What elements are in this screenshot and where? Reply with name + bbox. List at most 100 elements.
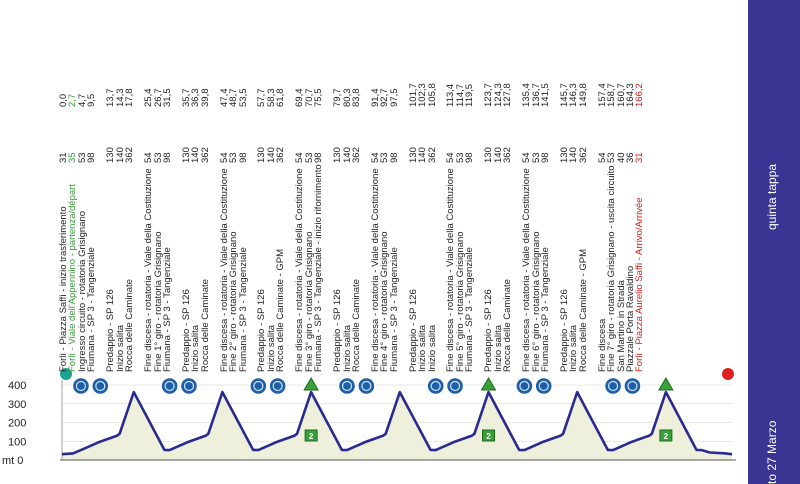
route-km: 149,8 — [577, 83, 589, 107]
route-km: 158,7 — [606, 83, 618, 107]
route-desc: Rocca delle Caminate — [350, 279, 362, 372]
route-alt: 31 — [634, 152, 646, 163]
route-alt: 362 — [275, 147, 287, 163]
sprint-icon-inner — [95, 380, 106, 392]
y-tick-label: 200 — [8, 418, 26, 430]
route-alt: 362 — [124, 147, 136, 163]
route-alt: 98 — [161, 152, 173, 163]
gpm-category-badge — [304, 429, 318, 442]
route-km: 61,8 — [275, 88, 287, 108]
sprint-icon — [337, 376, 357, 396]
gpm-triangle-icon — [480, 377, 497, 391]
stage-date: to 27 Marzo — [765, 420, 779, 484]
route-desc: Rocca delle Caminate — [199, 279, 211, 372]
sprint-icon-inner — [75, 380, 87, 392]
altimetry-profile: 400 300 200 100 mt 0 2 2 2 — [2, 368, 736, 467]
route-alt: 362 — [350, 147, 362, 163]
profile-area — [62, 392, 732, 460]
sprint-icon — [445, 376, 465, 396]
route-km: 9,5 — [86, 93, 98, 107]
finish-dot-icon — [722, 368, 734, 380]
route-desc: Fiumana - SP 3 - Tangenziale — [161, 247, 173, 372]
sprint-icon — [179, 376, 199, 396]
route-km: 135,4 — [521, 83, 533, 107]
sprint-icon-inner — [449, 380, 461, 392]
route-km: 97,5 — [388, 88, 400, 108]
route-km: 25,4 — [143, 88, 155, 108]
route-desc: Rocca delle Caminate — [124, 279, 136, 372]
y-tick-label: 300 — [8, 399, 26, 411]
sprint-icon-inner — [361, 380, 372, 392]
route-alt: 98 — [86, 152, 98, 163]
route-desc: Rocca delle Caminate - GPM — [275, 248, 287, 372]
sprint-icon-inner — [627, 380, 638, 392]
route-alt: 53 — [228, 152, 240, 163]
sprint-icon — [534, 376, 553, 396]
gpm-category-badge — [659, 429, 673, 442]
sprint-icon-inner — [183, 380, 195, 392]
sprint-icon — [249, 376, 268, 396]
route-alt: 54 — [521, 152, 533, 163]
route-desc: Fine 2° giro - rotatoria Grisignano — [228, 231, 240, 372]
stage-label: quinta tappa — [765, 163, 779, 230]
route-alt: 130 — [332, 147, 344, 163]
y-tick-label: 400 — [8, 380, 26, 392]
sprint-icon — [623, 376, 642, 396]
route-alt: 98 — [539, 152, 551, 163]
route-desc: Fiumana - SP 3 - Tangenziale — [464, 247, 476, 372]
stage-band: quinta tappa to 27 Marzo — [748, 0, 800, 484]
route-desc: Fine discesa - rotatoria - Viale della C… — [143, 168, 155, 372]
route-desc: Fine 7° giro - rotatoria Grisignano - us… — [606, 165, 618, 372]
route-km: 141,5 — [539, 83, 551, 107]
sprint-icon-inner — [430, 380, 441, 392]
sprint-icon-inner — [607, 380, 619, 392]
sprint-icon — [160, 376, 179, 396]
route-desc: Predappio - SP 126 — [332, 289, 344, 372]
route-km: 79,7 — [332, 88, 344, 108]
route-desc: Fiumana - SP 3 - Tangenziale - inizio ri… — [313, 164, 325, 372]
route-desc: Inizio salita — [417, 325, 429, 372]
route-desc: Fiumana - SP 3 - Tangenziale — [388, 247, 400, 372]
route-km: 166,2 — [634, 83, 646, 107]
route-km: 119,5 — [464, 83, 476, 107]
y-tick-label: mt 0 — [2, 455, 23, 467]
sprint-icon-inner — [538, 380, 549, 392]
sprint-icon — [603, 376, 623, 396]
sprint-icon — [268, 376, 287, 396]
sprint-icon — [426, 376, 445, 396]
route-desc: Fiumana - SP 3 - Tangenziale — [86, 247, 98, 372]
sprint-icon-inner — [253, 380, 264, 392]
sprint-icon — [357, 376, 376, 396]
route-km: 48,7 — [228, 88, 240, 108]
route-alt: 362 — [577, 147, 589, 163]
start-dot-icon — [60, 368, 72, 380]
gpm-category-label: 2 — [309, 432, 314, 441]
route-alt: 140 — [417, 147, 429, 163]
route-alt: 362 — [502, 147, 514, 163]
gpm-triangle-icon — [303, 377, 320, 391]
route-alt: 53 — [606, 152, 618, 163]
y-tick-label: 100 — [8, 436, 26, 448]
route-desc: Fiumana - SP 3 - Tangenziale — [539, 247, 551, 372]
sprint-icon — [71, 376, 91, 396]
sprint-icon-inner — [519, 380, 530, 392]
route-km: 105,8 — [426, 83, 438, 107]
gpm-category-label: 2 — [664, 432, 669, 441]
route-km: 75,5 — [313, 88, 325, 108]
route-km: 83,8 — [350, 88, 362, 108]
route-km: 53,5 — [237, 88, 249, 108]
route-desc: Fiumana - SP 3 - Tangenziale — [237, 247, 249, 372]
profile-line — [61, 390, 733, 456]
route-alt: 98 — [464, 152, 476, 163]
route-alt: 54 — [143, 152, 155, 163]
route-km: 127,8 — [502, 83, 514, 107]
route-alt: 362 — [199, 147, 211, 163]
gpm-category-label: 2 — [486, 432, 491, 441]
route-km: 39,8 — [199, 88, 211, 108]
route-desc: Rocca delle Caminate - GPM — [577, 248, 589, 372]
route-desc: Rocca delle Caminate — [502, 279, 514, 372]
sprint-icon-inner — [341, 380, 353, 392]
route-desc: Forlì - Piazza Aurelio Saffi - Arrivo/Ar… — [634, 197, 646, 372]
sprint-icon-inner — [272, 380, 283, 392]
route-alt: 98 — [388, 152, 400, 163]
